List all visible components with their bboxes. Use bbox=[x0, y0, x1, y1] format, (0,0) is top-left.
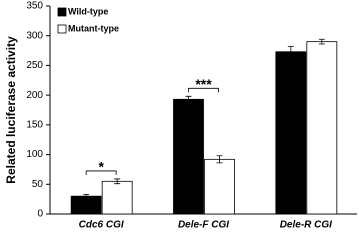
legend-label: Mutant-type bbox=[68, 23, 119, 33]
y-tick-label: 350 bbox=[26, 1, 43, 12]
legend-swatch bbox=[57, 24, 67, 34]
bar bbox=[306, 41, 338, 215]
y-tick-label: 100 bbox=[26, 149, 43, 160]
legend-swatch bbox=[57, 7, 67, 17]
error-bar bbox=[83, 193, 90, 199]
error-bar bbox=[216, 155, 223, 164]
significance-bracket bbox=[188, 87, 219, 93]
error-bar bbox=[287, 46, 294, 58]
bar bbox=[101, 180, 133, 215]
legend-label: Wild-type bbox=[68, 6, 108, 16]
significance-label: * bbox=[98, 159, 104, 175]
y-tick-label: 250 bbox=[26, 60, 43, 71]
bar bbox=[173, 98, 204, 215]
error-bar bbox=[114, 178, 121, 185]
x-tick-label: Cdc6 CGI bbox=[79, 220, 124, 231]
error-bar bbox=[185, 95, 192, 103]
significance-bracket bbox=[85, 170, 117, 175]
y-tick-label: 0 bbox=[37, 209, 43, 220]
x-tick-label: Dele-R CGI bbox=[280, 220, 332, 231]
chart: Related luciferase activity 0 50 100 150 200… bbox=[4, 1, 357, 231]
y-tick-label: 300 bbox=[26, 30, 43, 41]
y-tick-label: 150 bbox=[26, 119, 43, 130]
bar bbox=[70, 195, 102, 215]
y-tick-label: 50 bbox=[32, 179, 44, 190]
y-tick-label: 200 bbox=[26, 90, 43, 101]
x-tick-label: Dele-F CGI bbox=[178, 220, 229, 231]
significance-label: *** bbox=[195, 76, 212, 92]
error-bar bbox=[318, 38, 325, 45]
y-axis-label: Related luciferase activity bbox=[4, 36, 18, 184]
bar bbox=[275, 51, 307, 215]
bar bbox=[204, 158, 235, 215]
